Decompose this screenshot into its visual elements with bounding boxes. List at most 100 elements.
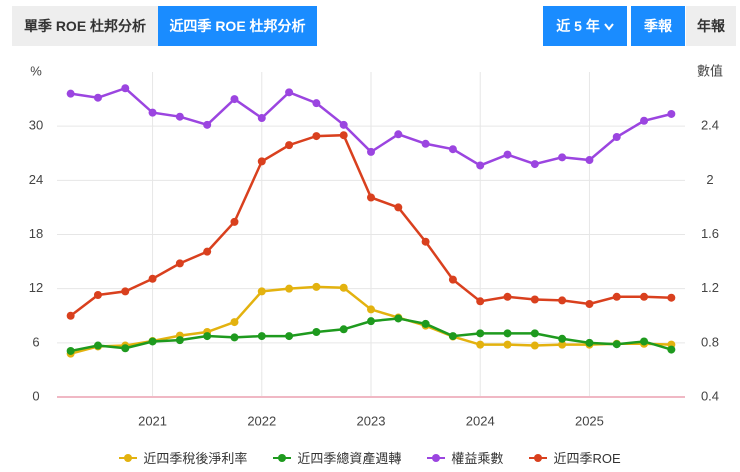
point xyxy=(667,109,676,118)
point xyxy=(585,156,594,165)
legend-label: 近四季稅後淨利率 xyxy=(143,451,248,466)
point xyxy=(148,108,157,117)
legend-marker xyxy=(273,453,292,462)
point xyxy=(476,340,485,349)
point xyxy=(448,275,457,284)
point xyxy=(285,284,294,293)
point xyxy=(394,314,403,323)
point xyxy=(530,329,539,338)
point xyxy=(476,161,485,170)
legend-item[interactable]: 近四季總資產週轉 xyxy=(273,448,401,467)
point xyxy=(640,116,649,125)
point xyxy=(285,88,294,97)
point xyxy=(394,130,403,139)
point xyxy=(585,338,594,347)
point xyxy=(667,345,676,354)
point xyxy=(230,333,239,342)
point xyxy=(476,297,485,306)
point xyxy=(257,332,266,341)
point xyxy=(121,287,130,296)
point xyxy=(612,133,621,141)
point xyxy=(339,120,348,129)
point xyxy=(175,259,184,268)
point xyxy=(367,317,375,326)
point xyxy=(476,329,485,338)
period-button[interactable]: 年報 xyxy=(686,6,736,46)
point xyxy=(558,296,567,305)
point xyxy=(503,292,512,301)
range-label: 近 5 年 xyxy=(556,18,600,34)
point xyxy=(175,112,184,121)
x-tick-label: 2022 xyxy=(247,413,276,428)
point xyxy=(203,247,212,256)
point xyxy=(339,131,348,140)
tab[interactable]: 單季 ROE 杜邦分析 xyxy=(12,6,158,46)
legend-label: 近四季總資產週轉 xyxy=(297,451,402,466)
y-tick-label: 0 xyxy=(32,388,39,403)
point xyxy=(558,340,567,349)
point xyxy=(66,89,75,98)
x-tick-label: 2023 xyxy=(357,413,386,428)
point xyxy=(257,157,266,166)
y2-tick-label: 1.6 xyxy=(701,226,719,241)
point xyxy=(367,305,375,314)
point xyxy=(121,84,130,93)
point xyxy=(640,337,649,346)
period-button[interactable]: 季報 xyxy=(631,6,685,46)
point xyxy=(121,344,130,353)
tab-active[interactable]: 近四季 ROE 杜邦分析 xyxy=(158,6,317,46)
point xyxy=(93,93,102,102)
legend-label: 權益乘數 xyxy=(451,451,504,466)
point xyxy=(230,217,239,226)
point xyxy=(66,346,75,355)
point xyxy=(448,332,457,341)
range-dropdown[interactable]: 近 5 年 xyxy=(543,6,627,46)
point xyxy=(257,287,266,296)
point xyxy=(175,336,184,345)
point xyxy=(285,141,294,150)
y-tick-label: 18 xyxy=(29,226,43,241)
point xyxy=(503,329,512,338)
point xyxy=(448,145,457,154)
point xyxy=(339,325,348,334)
point xyxy=(148,337,157,346)
point xyxy=(203,332,212,341)
point xyxy=(612,292,621,301)
point xyxy=(312,132,321,141)
y2-tick-label: 1.2 xyxy=(701,280,719,295)
legend-marker xyxy=(119,453,138,462)
point xyxy=(503,150,512,159)
legend: 近四季稅後淨利率 近四季總資產週轉 權益乘數 近四季ROE xyxy=(0,448,740,467)
point xyxy=(394,203,403,212)
y2-axis-label: 數值 xyxy=(697,63,723,78)
point xyxy=(612,340,621,349)
x-tick-label: 2024 xyxy=(466,413,495,428)
point xyxy=(421,319,430,328)
point xyxy=(530,341,539,350)
point xyxy=(312,282,321,291)
point xyxy=(257,114,266,123)
y-tick-label: 6 xyxy=(32,334,39,349)
point xyxy=(285,332,294,341)
point xyxy=(530,160,539,169)
y-axis-label: % xyxy=(30,63,42,78)
y2-tick-label: 2.4 xyxy=(701,118,719,133)
legend-marker xyxy=(529,453,548,462)
point xyxy=(421,237,430,246)
legend-item[interactable]: 權益乘數 xyxy=(427,448,503,467)
point xyxy=(93,341,102,350)
point xyxy=(558,153,567,162)
legend-item[interactable]: 近四季稅後淨利率 xyxy=(119,448,247,467)
legend-marker xyxy=(427,453,446,462)
point xyxy=(558,334,567,343)
point xyxy=(230,95,239,104)
legend-item[interactable]: 近四季ROE xyxy=(529,448,621,467)
chevron xyxy=(603,23,614,31)
point xyxy=(667,293,676,302)
y2-tick-label: 2 xyxy=(706,172,713,187)
point xyxy=(367,193,375,202)
point xyxy=(421,139,430,148)
point xyxy=(640,292,649,301)
point xyxy=(312,328,321,336)
